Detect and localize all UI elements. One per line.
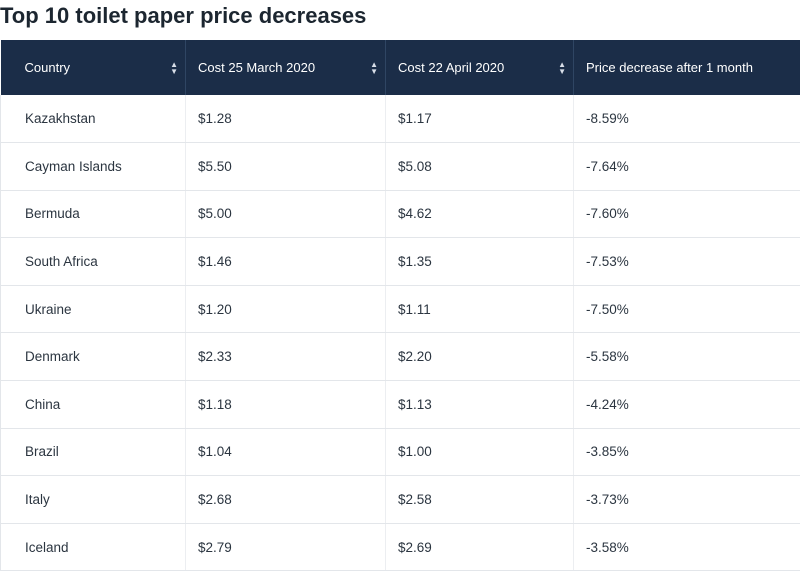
cell-cost-march: $1.28 [185,95,386,144]
cell-price-decrease: -7.64% [573,142,800,191]
cell-price-decrease: -7.50% [573,285,800,334]
cell-cost-march: $2.33 [185,332,386,382]
table-row: South Africa $1.46 $1.35 -7.53% [0,237,800,286]
column-header-label: Country [24,60,71,75]
cell-price-decrease: -3.58% [573,523,800,572]
cell-cost-march: $1.18 [185,380,386,429]
column-header-cost-march[interactable]: Cost 25 March 2020 ▲ ▼ [185,40,386,95]
cell-cost-april: $1.00 [385,428,574,477]
column-header-cost-april[interactable]: Cost 22 April 2020 ▲ ▼ [385,40,574,95]
table-row: Kazakhstan $1.28 $1.17 -8.59% [0,95,800,144]
table-row: Cayman Islands $5.50 $5.08 -7.64% [0,142,800,191]
cell-price-decrease: -7.53% [573,237,800,286]
table-row: Bermuda $5.00 $4.62 -7.60% [0,190,800,239]
cell-price-decrease: -5.58% [573,332,800,382]
cell-cost-march: $1.46 [185,237,386,286]
cell-cost-march: $1.04 [185,428,386,477]
cell-cost-april: $2.69 [385,523,574,572]
table-row: China $1.18 $1.13 -4.24% [0,380,800,429]
header-row: Country ▲ ▼ Cost 25 March 2020 ▲ ▼ Cost 22 Apr… [0,40,800,95]
cell-cost-april: $4.62 [385,190,574,239]
sort-updown-icon[interactable]: ▲ ▼ [558,59,566,76]
page-title: Top 10 toilet paper price decreases [0,3,367,28]
table-row: Denmark $2.33 $2.20 -5.58% [0,332,800,382]
price-table: Country ▲ ▼ Cost 25 March 2020 ▲ ▼ Cost 22 Apr… [0,40,800,572]
cell-country: Iceland [0,523,186,572]
cell-cost-march: $5.50 [185,142,386,191]
table-row: Brazil $1.04 $1.00 -3.85% [0,428,800,477]
table-body: Kazakhstan $1.28 $1.17 -8.59% Cayman Islands… [0,95,800,572]
cell-cost-april: $1.13 [385,380,574,429]
cell-cost-april: $2.20 [385,332,574,382]
cell-cost-march: $1.20 [185,285,386,334]
sort-updown-icon[interactable]: ▲ ▼ [170,59,178,76]
cell-cost-april: $1.35 [385,237,574,286]
sort-updown-icon[interactable]: ▲ ▼ [370,59,378,76]
table-row: Italy $2.68 $2.58 -3.73% [0,475,800,524]
cell-price-decrease: -7.60% [573,190,800,239]
cell-price-decrease: -4.24% [573,380,800,429]
price-table-container: Country ▲ ▼ Cost 25 March 2020 ▲ ▼ Cost 22 Apr… [0,40,800,574]
cell-country: Italy [0,475,186,524]
column-header-price-decrease[interactable]: Price decrease after 1 month [573,40,800,95]
cell-cost-april: $1.17 [385,95,574,144]
table-row: Iceland $2.79 $2.69 -3.58% [0,523,800,572]
cell-country: Denmark [0,332,186,382]
column-header-label: Cost 25 March 2020 [198,60,316,75]
cell-country: Brazil [0,428,186,477]
cell-price-decrease: -8.59% [573,95,800,144]
cell-country: Kazakhstan [0,95,186,144]
table-header: Country ▲ ▼ Cost 25 March 2020 ▲ ▼ Cost 22 Apr… [0,40,800,95]
table-row: Ukraine $1.20 $1.11 -7.50% [0,285,800,334]
cell-country: Bermuda [0,190,186,239]
cell-price-decrease: -3.73% [573,475,800,524]
column-header-country[interactable]: Country ▲ ▼ [0,40,186,95]
cell-cost-april: $2.58 [385,475,574,524]
cell-cost-march: $2.68 [185,475,386,524]
cell-cost-april: $5.08 [385,142,574,191]
cell-cost-april: $1.11 [385,285,574,334]
column-header-label: Price decrease after 1 month [586,60,753,75]
cell-cost-march: $5.00 [185,190,386,239]
cell-cost-march: $2.79 [185,523,386,572]
column-header-label: Cost 22 April 2020 [398,60,505,75]
cell-country: South Africa [0,237,186,286]
cell-country: China [0,380,186,429]
cell-country: Ukraine [0,285,186,334]
cell-country: Cayman Islands [0,142,186,191]
cell-price-decrease: -3.85% [573,428,800,477]
